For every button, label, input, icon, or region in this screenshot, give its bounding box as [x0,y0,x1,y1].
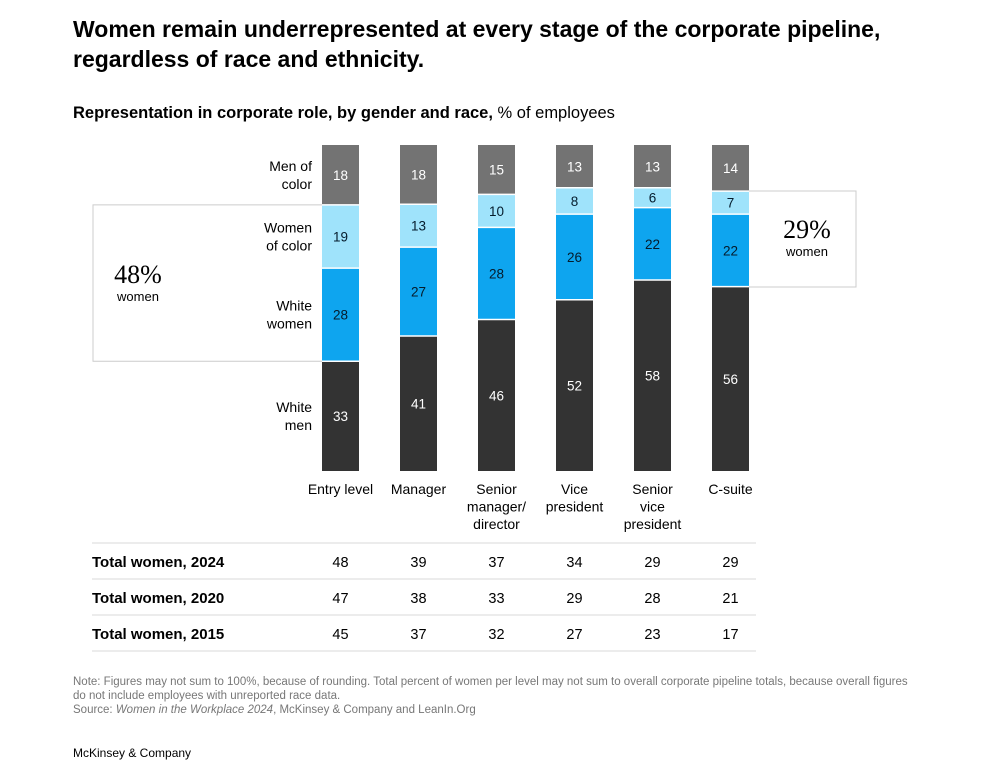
subtitle-bold: Representation in corporate role, by gen… [73,104,493,122]
bar-value-label: 52 [567,378,582,393]
bar-segment [322,361,359,471]
bar-value-label: 26 [567,250,582,265]
legend-series-label: White men [276,399,312,433]
table-cell: 48 [332,555,348,571]
bar-value-label: 6 [649,191,657,206]
bar-value-label: 28 [333,308,348,323]
table-cell: 23 [644,627,660,643]
subtitle-unit: % of employees [492,104,615,122]
callout-left-label: women [116,289,159,304]
bar-segment [634,187,671,208]
bar-value-label: 22 [645,237,660,252]
bar-value-label: 13 [567,159,582,174]
bar-segment [478,194,515,228]
x-tick-label: Senior manager/director [467,481,526,532]
bar-segment [712,286,749,471]
bar-value-label: 46 [489,388,504,403]
table-cell: 28 [644,591,660,607]
legend-series-label: Men of color [269,158,312,192]
bar-value-label: 13 [645,159,660,174]
footer-brand: McKinsey & Company [73,746,192,760]
bar-segment [712,145,749,192]
table-row-label: Total women, 2015 [92,626,224,643]
bar-segment [712,191,749,215]
table-row-label: Total women, 2020 [92,590,224,607]
table-cell: 39 [410,555,426,571]
table-cell: 33 [488,591,504,607]
bar-segment [400,204,437,248]
bar-segment [478,319,515,471]
table-cell: 34 [566,555,582,571]
bar-value-label: 27 [411,285,426,300]
x-tick-label: Senior vice president [624,481,682,532]
x-tick-label: Manager [391,481,447,497]
bar-value-label: 33 [333,409,348,424]
chart-subtitle: Representation in corporate role, by gen… [73,102,615,124]
bar-segment [400,335,437,471]
bar-segment [556,145,593,188]
bar-value-label: 13 [411,219,426,234]
table-cell: 45 [332,627,348,643]
bar-value-label: 18 [333,168,348,183]
bar-value-label: 7 [727,196,735,211]
bar-segment [322,204,359,269]
bar-segment [478,227,515,320]
note-text: Note: Figures may not sum to 100%, becau… [73,676,908,702]
x-tick-label: Vice president [546,481,604,515]
bar-segment [322,268,359,362]
bar-segment [556,214,593,300]
bar-segment [634,207,671,281]
bar-segment [400,145,437,205]
legend-series-label: Women of color [264,219,312,253]
table-cell: 29 [566,591,582,607]
table-cell: 17 [722,627,738,643]
table-cell: 32 [488,627,504,643]
bar-value-label: 56 [723,372,738,387]
bar-value-label: 18 [411,168,426,183]
callout-right-label: women [785,244,828,259]
table-cell: 21 [722,591,738,607]
source-title: Women in the Workplace 2024 [115,704,274,716]
table-cell: 38 [410,591,426,607]
bar-value-label: 10 [489,204,504,219]
bar-segment [712,214,749,287]
source-line: Source: Women in the Workplace 2024, McK… [73,703,913,717]
x-tick-label: C-suite [708,481,753,497]
callout-left-value: 48% [114,260,162,289]
bar-segment [400,247,437,336]
bar-value-label: 22 [723,243,738,258]
bar-value-label: 28 [489,266,504,281]
bar-value-label: 8 [571,194,579,209]
source-prefix: Source: [73,704,116,716]
bar-value-label: 15 [489,163,504,178]
table-cell: 29 [644,555,660,571]
bar-segment [634,280,671,471]
legend-series-label: White women [266,298,312,332]
callout-right-box [749,190,857,288]
bar-value-label: 14 [723,161,739,176]
table-cell: 47 [332,591,348,607]
chart-title: Women remain underrepresented at every s… [73,16,881,72]
bar-value-label: 19 [333,229,348,244]
source-rest: , McKinsey & Company and LeanIn.Org [273,704,476,716]
bar-segment [634,145,671,188]
table-cell: 37 [410,627,426,643]
bar-segment [322,145,359,205]
bar-segment [556,299,593,471]
bar-segment [478,145,515,195]
bar-segment [556,187,593,215]
chart-note: Note: Figures may not sum to 100%, becau… [73,675,913,717]
x-tick-label: Entry level [308,481,373,497]
callout-left-box [92,204,322,362]
table-cell: 27 [566,627,582,643]
callout-right-value: 29% [783,215,831,244]
table-cell: 29 [722,555,738,571]
bar-value-label: 58 [645,369,660,384]
table-row-label: Total women, 2024 [92,554,225,571]
table-cell: 37 [488,555,504,571]
bar-value-label: 41 [411,396,426,411]
